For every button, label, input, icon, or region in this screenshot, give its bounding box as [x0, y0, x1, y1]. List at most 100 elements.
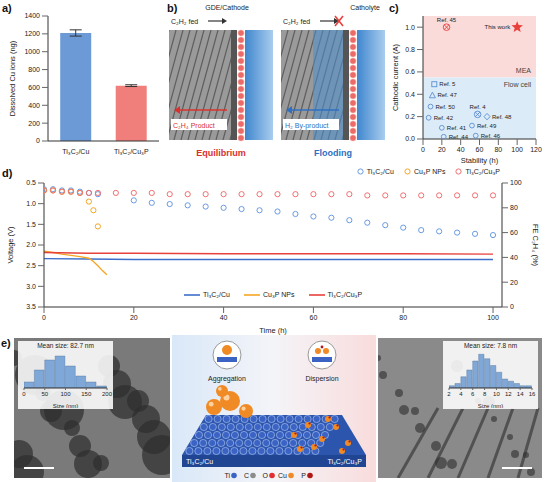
svg-text:Time (h): Time (h) [259, 326, 287, 335]
svg-text:0.5: 0.5 [26, 179, 36, 186]
svg-text:0: 0 [22, 391, 26, 397]
svg-text:80: 80 [399, 314, 407, 321]
svg-text:FE C₂H₄ (%): FE C₂H₄ (%) [531, 224, 540, 267]
svg-text:Ref. 42: Ref. 42 [434, 115, 454, 121]
svg-text:Ti₃C₂/Cu: Ti₃C₂/Cu [186, 458, 213, 465]
svg-text:100: 100 [511, 146, 523, 153]
svg-text:10: 10 [493, 391, 500, 397]
svg-text:O: O [263, 472, 269, 479]
svg-text:80: 80 [494, 146, 502, 153]
svg-text:Flooding: Flooding [314, 148, 352, 158]
svg-text:400: 400 [28, 102, 40, 109]
svg-text:Ti: Ti [224, 472, 230, 479]
svg-text:Ti₃C₂/Cu: Ti₃C₂/Cu [62, 148, 89, 155]
svg-text:800: 800 [28, 66, 40, 73]
svg-text:0: 0 [42, 314, 46, 321]
html-text:a): a) [2, 2, 12, 14]
html-text:e): e) [1, 337, 11, 349]
svg-text:Ref. 48: Ref. 48 [492, 114, 512, 120]
svg-text:0.8: 0.8 [405, 46, 415, 53]
html-text:Ti₃C₂/Cu: Ti₃C₂/Cu [202, 291, 230, 298]
svg-text:Ti₃C₂/Cu₃P: Ti₃C₂/Cu₃P [327, 458, 362, 465]
svg-text:1200: 1200 [24, 30, 40, 37]
svg-text:Voltage (V): Voltage (V) [6, 226, 15, 264]
svg-text:3.5: 3.5 [26, 303, 36, 310]
svg-text:Ref. 5: Ref. 5 [439, 81, 456, 87]
svg-text:0.6: 0.6 [405, 68, 415, 75]
svg-text:2: 2 [447, 391, 451, 397]
svg-text:Ref. 44: Ref. 44 [449, 134, 469, 139]
svg-text:C: C [244, 472, 249, 479]
svg-text:Aggregation: Aggregation [208, 375, 246, 383]
svg-text:Dispersion: Dispersion [305, 375, 338, 383]
svg-text:40: 40 [510, 254, 518, 261]
svg-text:H₂ By-product: H₂ By-product [285, 122, 329, 130]
svg-text:60: 60 [476, 146, 484, 153]
html-text:c): c) [389, 2, 399, 14]
svg-text:50: 50 [41, 391, 48, 397]
html-text:d): d) [2, 167, 13, 179]
svg-text:0: 0 [510, 303, 514, 310]
svg-text:40: 40 [220, 314, 228, 321]
svg-text:Ref. 46: Ref. 46 [481, 133, 501, 139]
svg-text:This work: This work [484, 24, 511, 30]
svg-text:Ref. 47: Ref. 47 [437, 92, 457, 98]
svg-text:200: 200 [28, 120, 40, 127]
svg-text:0.0: 0.0 [405, 135, 415, 142]
svg-text:600: 600 [28, 84, 40, 91]
svg-text:8: 8 [483, 391, 487, 397]
svg-text:12: 12 [505, 391, 512, 397]
svg-text:Ti₃C₂/Cu₃P: Ti₃C₂/Cu₃P [114, 148, 149, 155]
svg-text:Size (nm): Size (nm) [53, 403, 79, 408]
svg-text:16: 16 [529, 391, 536, 397]
svg-text:80: 80 [510, 204, 518, 211]
svg-text:2.5: 2.5 [26, 262, 36, 269]
svg-text:1.5: 1.5 [26, 221, 36, 228]
svg-text:20: 20 [510, 279, 518, 286]
svg-text:40: 40 [457, 146, 465, 153]
svg-text:20: 20 [130, 314, 138, 321]
svg-text:120: 120 [530, 146, 542, 153]
svg-text:60: 60 [310, 314, 318, 321]
svg-text:20: 20 [438, 146, 446, 153]
svg-text:0.4: 0.4 [405, 91, 415, 98]
html-text:b): b) [167, 2, 178, 14]
svg-text:14: 14 [517, 391, 524, 397]
svg-text:1.0: 1.0 [405, 24, 415, 31]
svg-text:1400: 1400 [24, 12, 40, 19]
svg-text:0.2: 0.2 [405, 113, 415, 120]
svg-text:6: 6 [471, 391, 475, 397]
svg-text:0: 0 [421, 146, 425, 153]
svg-text:C₂H₂ fed: C₂H₂ fed [171, 18, 198, 25]
svg-text:Catholyte: Catholyte [350, 4, 380, 12]
svg-text:P: P [301, 472, 306, 479]
svg-text:Stability (h): Stability (h) [461, 156, 499, 165]
svg-text:GDE/Cathode: GDE/Cathode [205, 4, 249, 11]
svg-text:200: 200 [102, 391, 113, 397]
svg-text:150: 150 [81, 391, 92, 397]
svg-text:Ref. 41: Ref. 41 [447, 125, 467, 131]
svg-text:2.0: 2.0 [26, 241, 36, 248]
svg-text:100: 100 [487, 314, 499, 321]
svg-text:Ref. 49: Ref. 49 [477, 123, 497, 129]
svg-text:Flow cell: Flow cell [504, 81, 532, 88]
svg-text:100: 100 [510, 179, 522, 186]
svg-text:60: 60 [510, 229, 518, 236]
svg-text:1.0: 1.0 [26, 200, 36, 207]
svg-text:Cu: Cu [278, 472, 287, 479]
svg-text:1000: 1000 [24, 48, 40, 55]
svg-text:Ref. 4: Ref. 4 [470, 104, 487, 110]
svg-text:MEA: MEA [516, 67, 532, 74]
svg-text:Ref. 45: Ref. 45 [437, 17, 457, 23]
svg-text:0: 0 [36, 137, 40, 144]
svg-text:100: 100 [60, 391, 71, 397]
svg-text:C₂H₂ fed: C₂H₂ fed [283, 18, 310, 25]
svg-text:Cathodic current (A): Cathodic current (A) [391, 43, 400, 111]
svg-text:4: 4 [459, 391, 463, 397]
svg-text:Equilibrium: Equilibrium [196, 148, 246, 158]
svg-text:C₂H₄ Product: C₂H₄ Product [173, 122, 215, 129]
svg-text:3.0: 3.0 [26, 283, 36, 290]
svg-text:Ref. 50: Ref. 50 [436, 104, 456, 110]
svg-text:Dissolved Cu ions (ng): Dissolved Cu ions (ng) [8, 40, 17, 116]
svg-text:Size (nm): Size (nm) [478, 403, 504, 408]
